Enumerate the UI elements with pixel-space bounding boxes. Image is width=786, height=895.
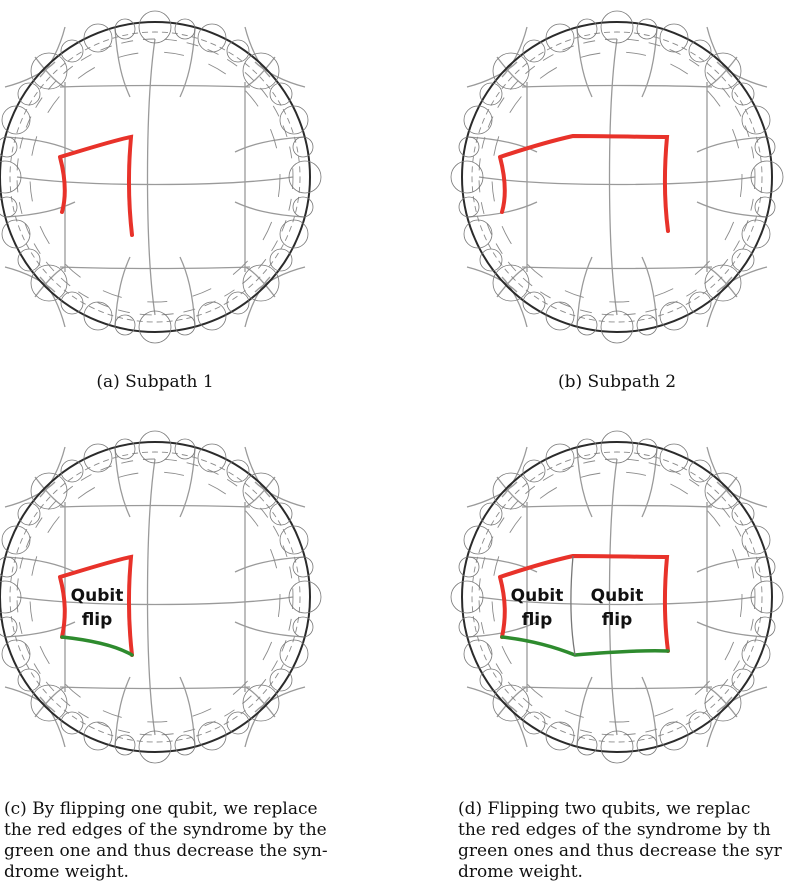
red-edges-d <box>498 553 670 653</box>
caption-d-line-2: the red edges of the syndrome by th <box>458 820 771 840</box>
flip-label-d2: flip <box>602 610 633 630</box>
caption-d-line-3: green ones and thus decrease the syr <box>458 841 782 861</box>
caption-c-line-4: drome weight. <box>4 862 129 882</box>
red-edges-c <box>58 554 134 657</box>
caption-b: (b) Subpath 2 <box>557 372 677 392</box>
tiling-a <box>0 10 322 344</box>
caption-d-line-1: (d) Flipping two qubits, we replac <box>458 799 751 819</box>
caption-c-line-1: (c) By flipping one qubit, we replace <box>4 799 318 819</box>
flip-label-c: flip <box>82 610 113 630</box>
caption-d: (d) Flipping two qubits, we replac the r… <box>458 799 786 883</box>
qubit-label-d2: Qubit <box>591 586 644 606</box>
caption-c-line-2: the red edges of the syndrome by the <box>4 820 327 840</box>
qubit-label-c: Qubit <box>71 586 124 606</box>
red-edges-b <box>498 133 670 233</box>
tiling-b <box>450 10 784 344</box>
caption-a: (a) Subpath 1 <box>96 372 214 392</box>
green-edge-c <box>60 635 134 657</box>
flip-label-d1: flip <box>522 610 553 630</box>
caption-c: (c) By flipping one qubit, we replace th… <box>4 799 328 883</box>
separator-edge-d <box>570 555 576 656</box>
red-edges-a <box>58 134 134 237</box>
caption-c-line-3: green one and thus decrease the syn- <box>4 841 328 861</box>
caption-d-line-4: drome weight. <box>458 862 583 882</box>
qubit-label-d1: Qubit <box>511 586 564 606</box>
green-edges-d <box>500 635 670 657</box>
tiling-c <box>0 430 322 764</box>
